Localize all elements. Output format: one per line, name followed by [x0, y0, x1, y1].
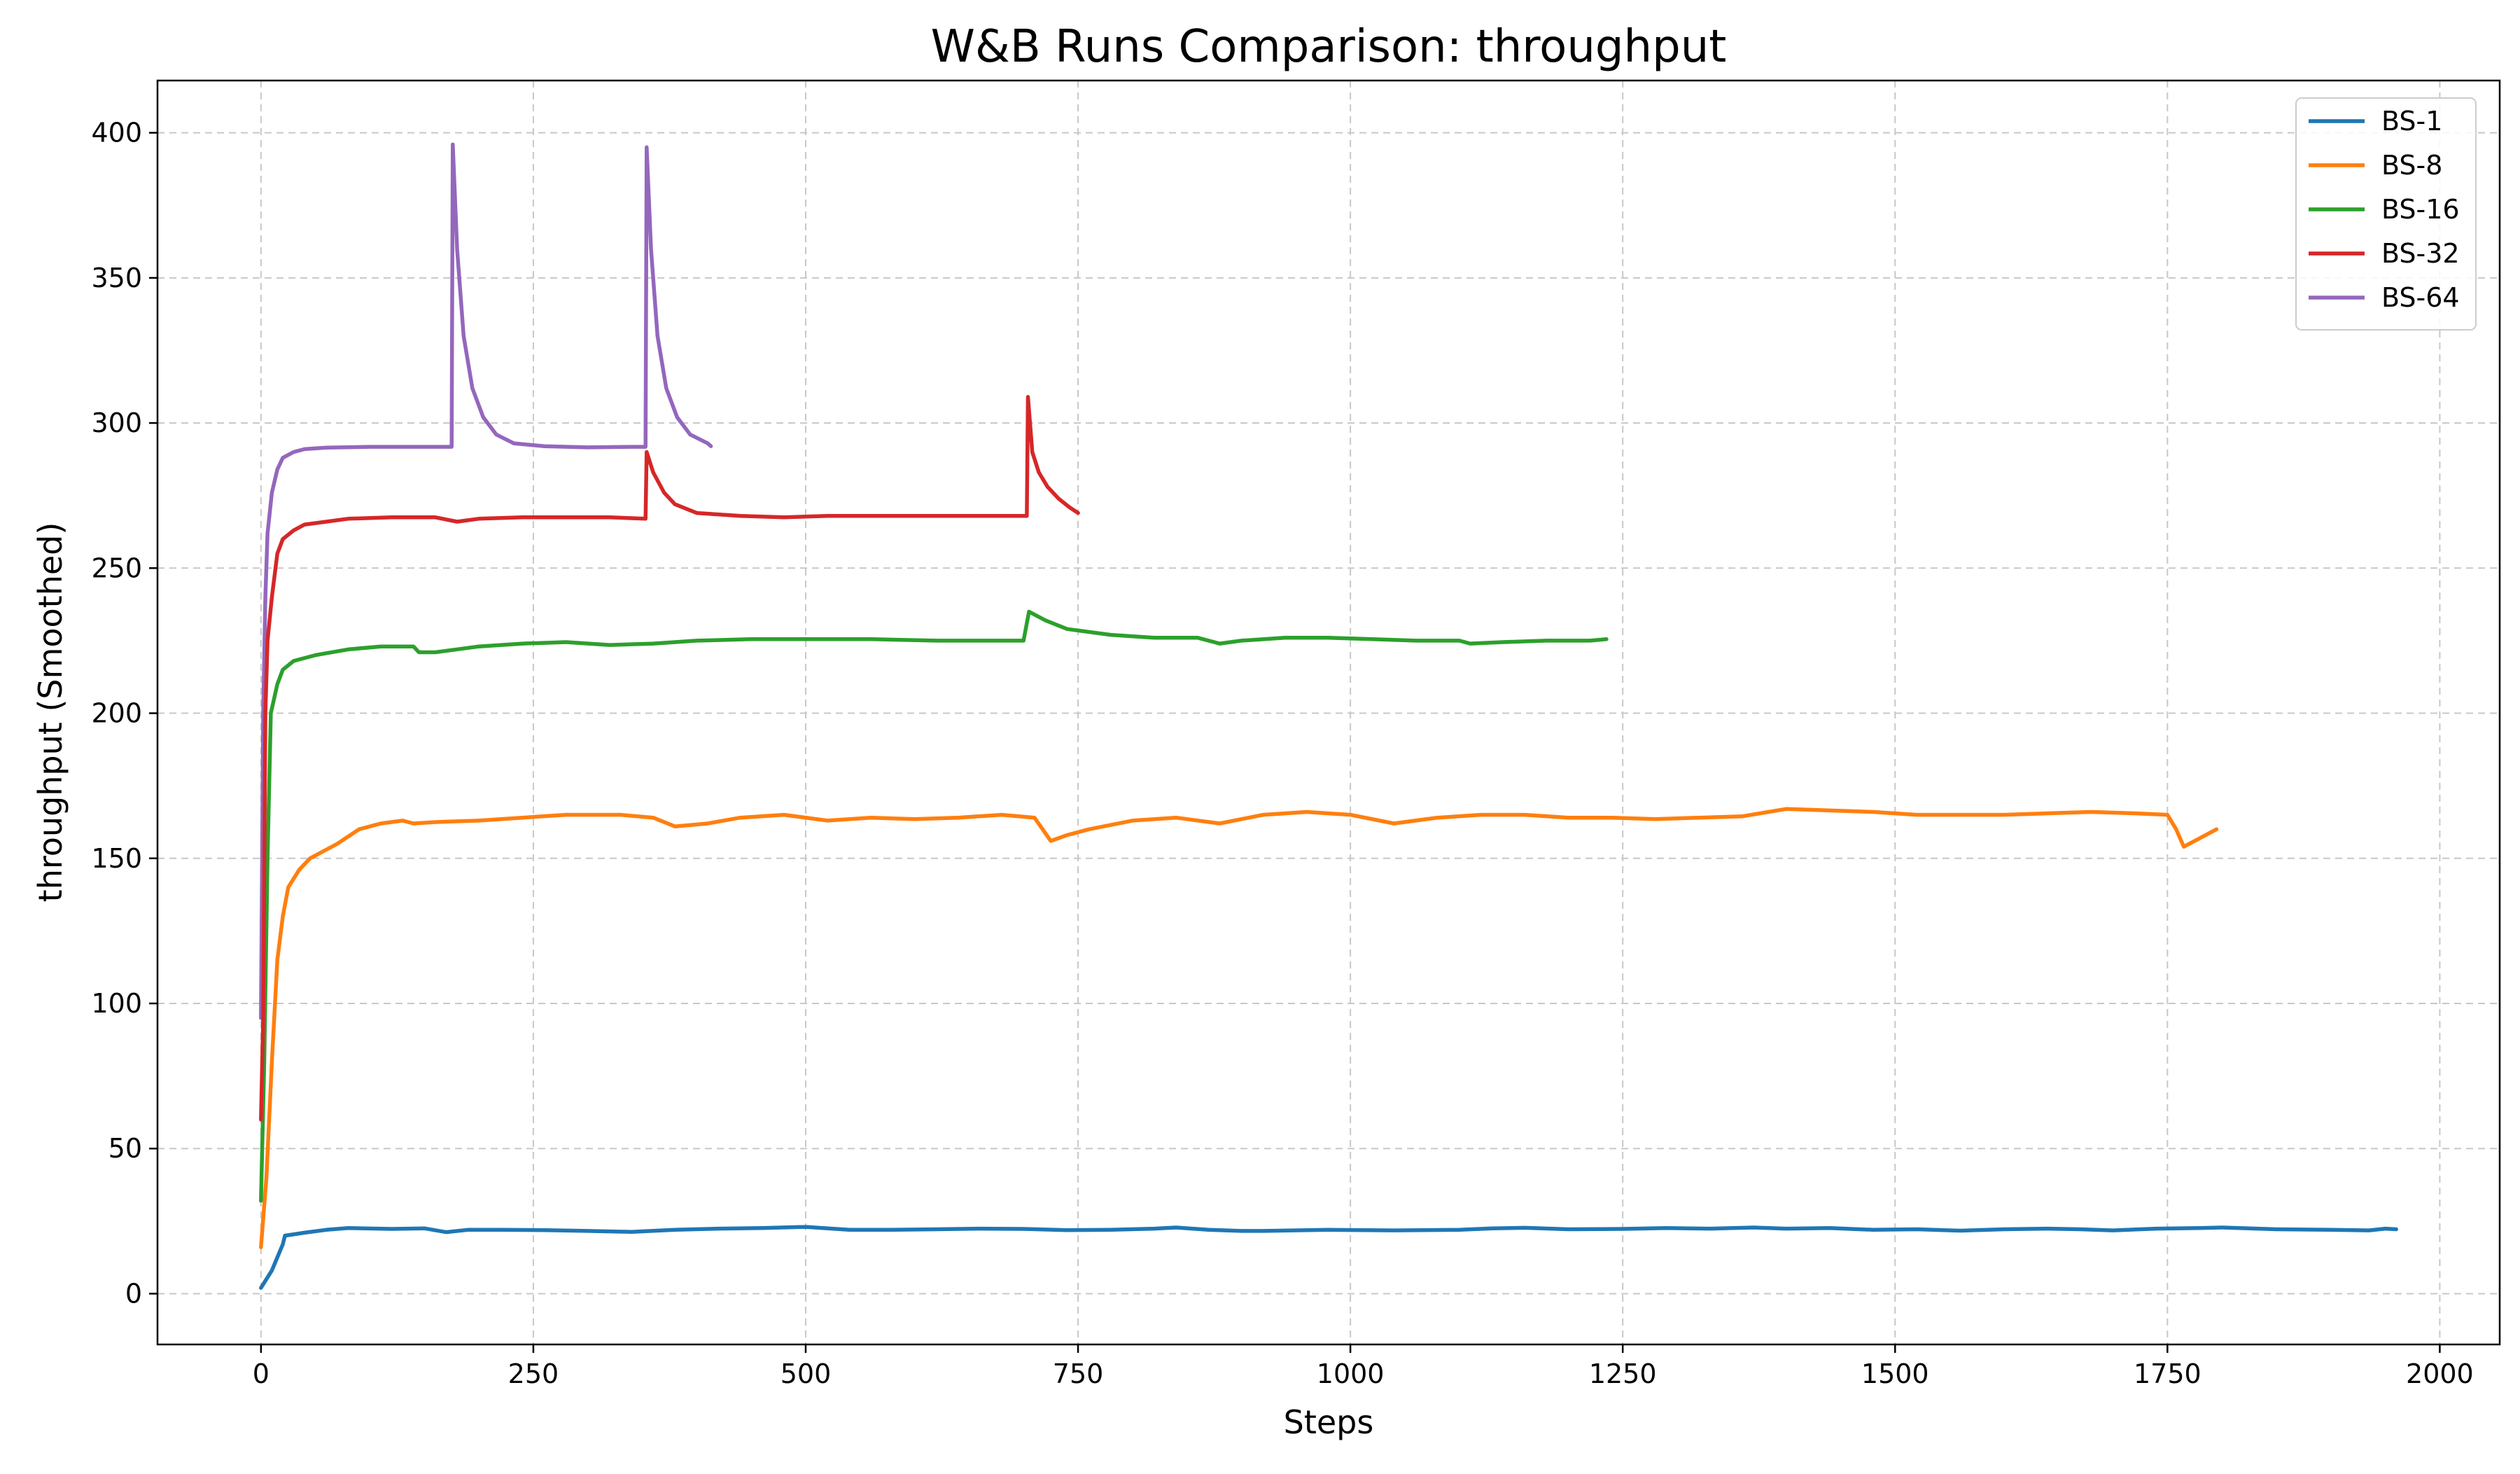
y-tick-label: 400: [91, 118, 142, 148]
x-axis-label: Steps: [1284, 1403, 1374, 1441]
series-line-bs-8: [259, 807, 2219, 1249]
y-tick-label: 200: [91, 698, 142, 729]
legend-label-bs-64: BS-64: [2381, 282, 2460, 313]
x-tick-label: 750: [1053, 1358, 1104, 1389]
series-lines: [259, 142, 2398, 1290]
series-line-bs-32: [259, 395, 1080, 1122]
x-tick-label: 1750: [2134, 1358, 2202, 1389]
y-tick-label: 250: [91, 552, 142, 583]
legend-label-bs-1: BS-1: [2381, 106, 2442, 137]
x-tick-label: 250: [508, 1358, 559, 1389]
x-tick-label: 1250: [1589, 1358, 1657, 1389]
chart-title: W&B Runs Comparison: throughput: [931, 21, 1727, 73]
y-tick-label: 350: [91, 263, 142, 293]
axis-ticks: 0 250 500 750 1000 1250 1500 1750 2000 0 50 100 150 2…: [91, 118, 2473, 1389]
legend-label-bs-8: BS-8: [2381, 150, 2442, 181]
legend-box: [2295, 97, 2477, 331]
series-line-bs-16: [259, 609, 1609, 1203]
x-tick-label: 500: [780, 1358, 832, 1389]
y-tick-label: 50: [108, 1133, 142, 1164]
y-tick-label: 150: [91, 843, 142, 874]
y-tick-label: 100: [91, 988, 142, 1019]
y-tick-label: 300: [91, 408, 142, 438]
legend-label-bs-32: BS-32: [2381, 238, 2460, 269]
y-axis-label: throughput (Smoothed): [31, 522, 69, 903]
y-tick-label: 0: [125, 1278, 142, 1309]
legend-label-bs-16: BS-16: [2381, 194, 2460, 225]
plot-frame: [156, 79, 2501, 1346]
legend: BS-1 BS-8 BS-16 BS-32 BS-64: [2295, 97, 2477, 331]
x-tick-label: 1000: [1317, 1358, 1385, 1389]
x-tick-label: 2000: [2406, 1358, 2474, 1389]
series-line-bs-64: [259, 142, 713, 1020]
grid-lines: [158, 81, 2500, 1344]
series-line-bs-1: [259, 1225, 2398, 1290]
x-tick-label: 0: [253, 1358, 270, 1389]
x-tick-label: 1500: [1861, 1358, 1929, 1389]
